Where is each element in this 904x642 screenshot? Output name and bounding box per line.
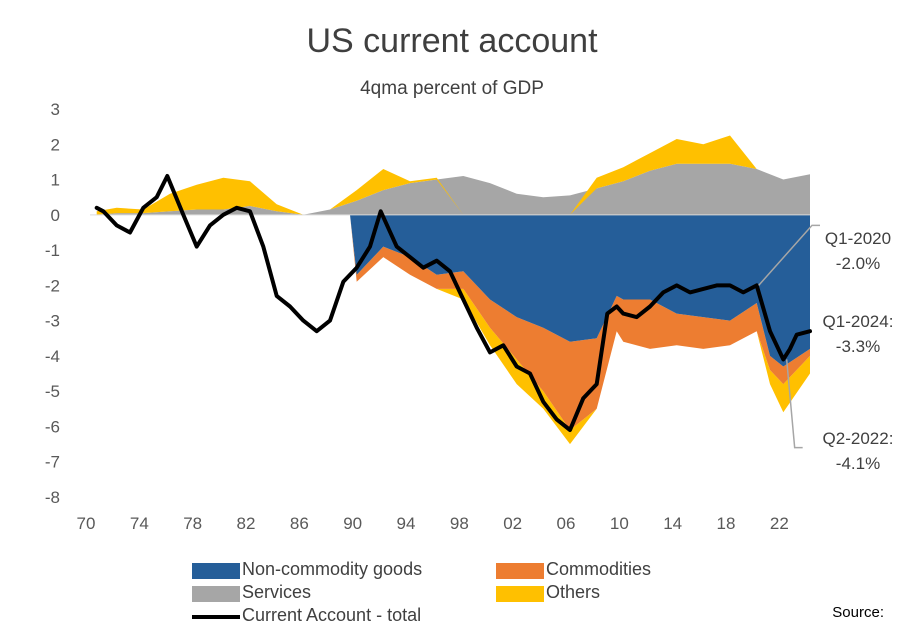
y-tick-label: -2 bbox=[45, 276, 60, 295]
x-tick-label: 86 bbox=[290, 514, 309, 533]
annotation-leader-line bbox=[758, 224, 820, 286]
y-tick-label: 0 bbox=[51, 206, 60, 225]
x-tick-label: 90 bbox=[343, 514, 362, 533]
annotation-label: Q2-2022: bbox=[823, 429, 894, 448]
x-tick-label: 18 bbox=[717, 514, 736, 533]
legend-label: Services bbox=[242, 582, 312, 602]
y-tick-label: 3 bbox=[51, 100, 60, 119]
x-tick-label: 22 bbox=[770, 514, 789, 533]
y-tick-label: 2 bbox=[51, 135, 60, 154]
source-label: Source: bbox=[832, 604, 884, 621]
y-tick-label: -7 bbox=[45, 453, 60, 472]
x-tick-label: 94 bbox=[397, 514, 416, 533]
legend-label: Commodities bbox=[546, 559, 652, 579]
annotation-leader-line bbox=[785, 359, 803, 449]
annotation-label: Q1-2024: bbox=[823, 312, 894, 331]
legend-swatch bbox=[192, 615, 240, 619]
legend-swatch bbox=[496, 586, 544, 602]
x-tick-label: 70 bbox=[77, 514, 96, 533]
legend-label: Non-commodity goods bbox=[242, 559, 423, 579]
chart-title: US current account bbox=[306, 22, 598, 60]
y-tick-label: -8 bbox=[45, 488, 60, 507]
x-tick-label: 98 bbox=[450, 514, 469, 533]
x-tick-label: 02 bbox=[503, 514, 522, 533]
x-tick-label: 74 bbox=[130, 514, 149, 533]
area-commodities bbox=[350, 214, 810, 430]
annotation-value: -2.0% bbox=[836, 254, 880, 273]
annotation-label: Q1-2020 bbox=[825, 229, 891, 248]
legend-label: Others bbox=[546, 582, 601, 602]
legend-swatch bbox=[496, 563, 544, 579]
chart-subtitle: 4qma percent of GDP bbox=[360, 78, 544, 99]
legend-label: Current Account - total bbox=[242, 605, 422, 625]
legend-swatch bbox=[192, 586, 240, 602]
legend-swatch bbox=[192, 563, 240, 579]
y-tick-label: 1 bbox=[51, 171, 60, 190]
x-tick-label: 78 bbox=[183, 514, 202, 533]
area-others-positive bbox=[96, 135, 810, 215]
line-current-account-total bbox=[94, 174, 812, 432]
area-services bbox=[96, 163, 810, 215]
y-tick-label: -5 bbox=[45, 382, 60, 401]
y-tick-label: -3 bbox=[45, 312, 60, 331]
annotation-value: -4.1% bbox=[836, 454, 880, 473]
y-tick-label: -1 bbox=[45, 241, 60, 260]
y-tick-label: -6 bbox=[45, 417, 60, 436]
x-tick-label: 06 bbox=[557, 514, 576, 533]
x-tick-label: 82 bbox=[237, 514, 256, 533]
y-tick-label: -4 bbox=[45, 347, 60, 366]
x-tick-label: 14 bbox=[663, 514, 682, 533]
annotation-value: -3.3% bbox=[836, 337, 880, 356]
x-tick-label: 10 bbox=[610, 514, 629, 533]
area-non-commodity-goods bbox=[350, 214, 810, 367]
